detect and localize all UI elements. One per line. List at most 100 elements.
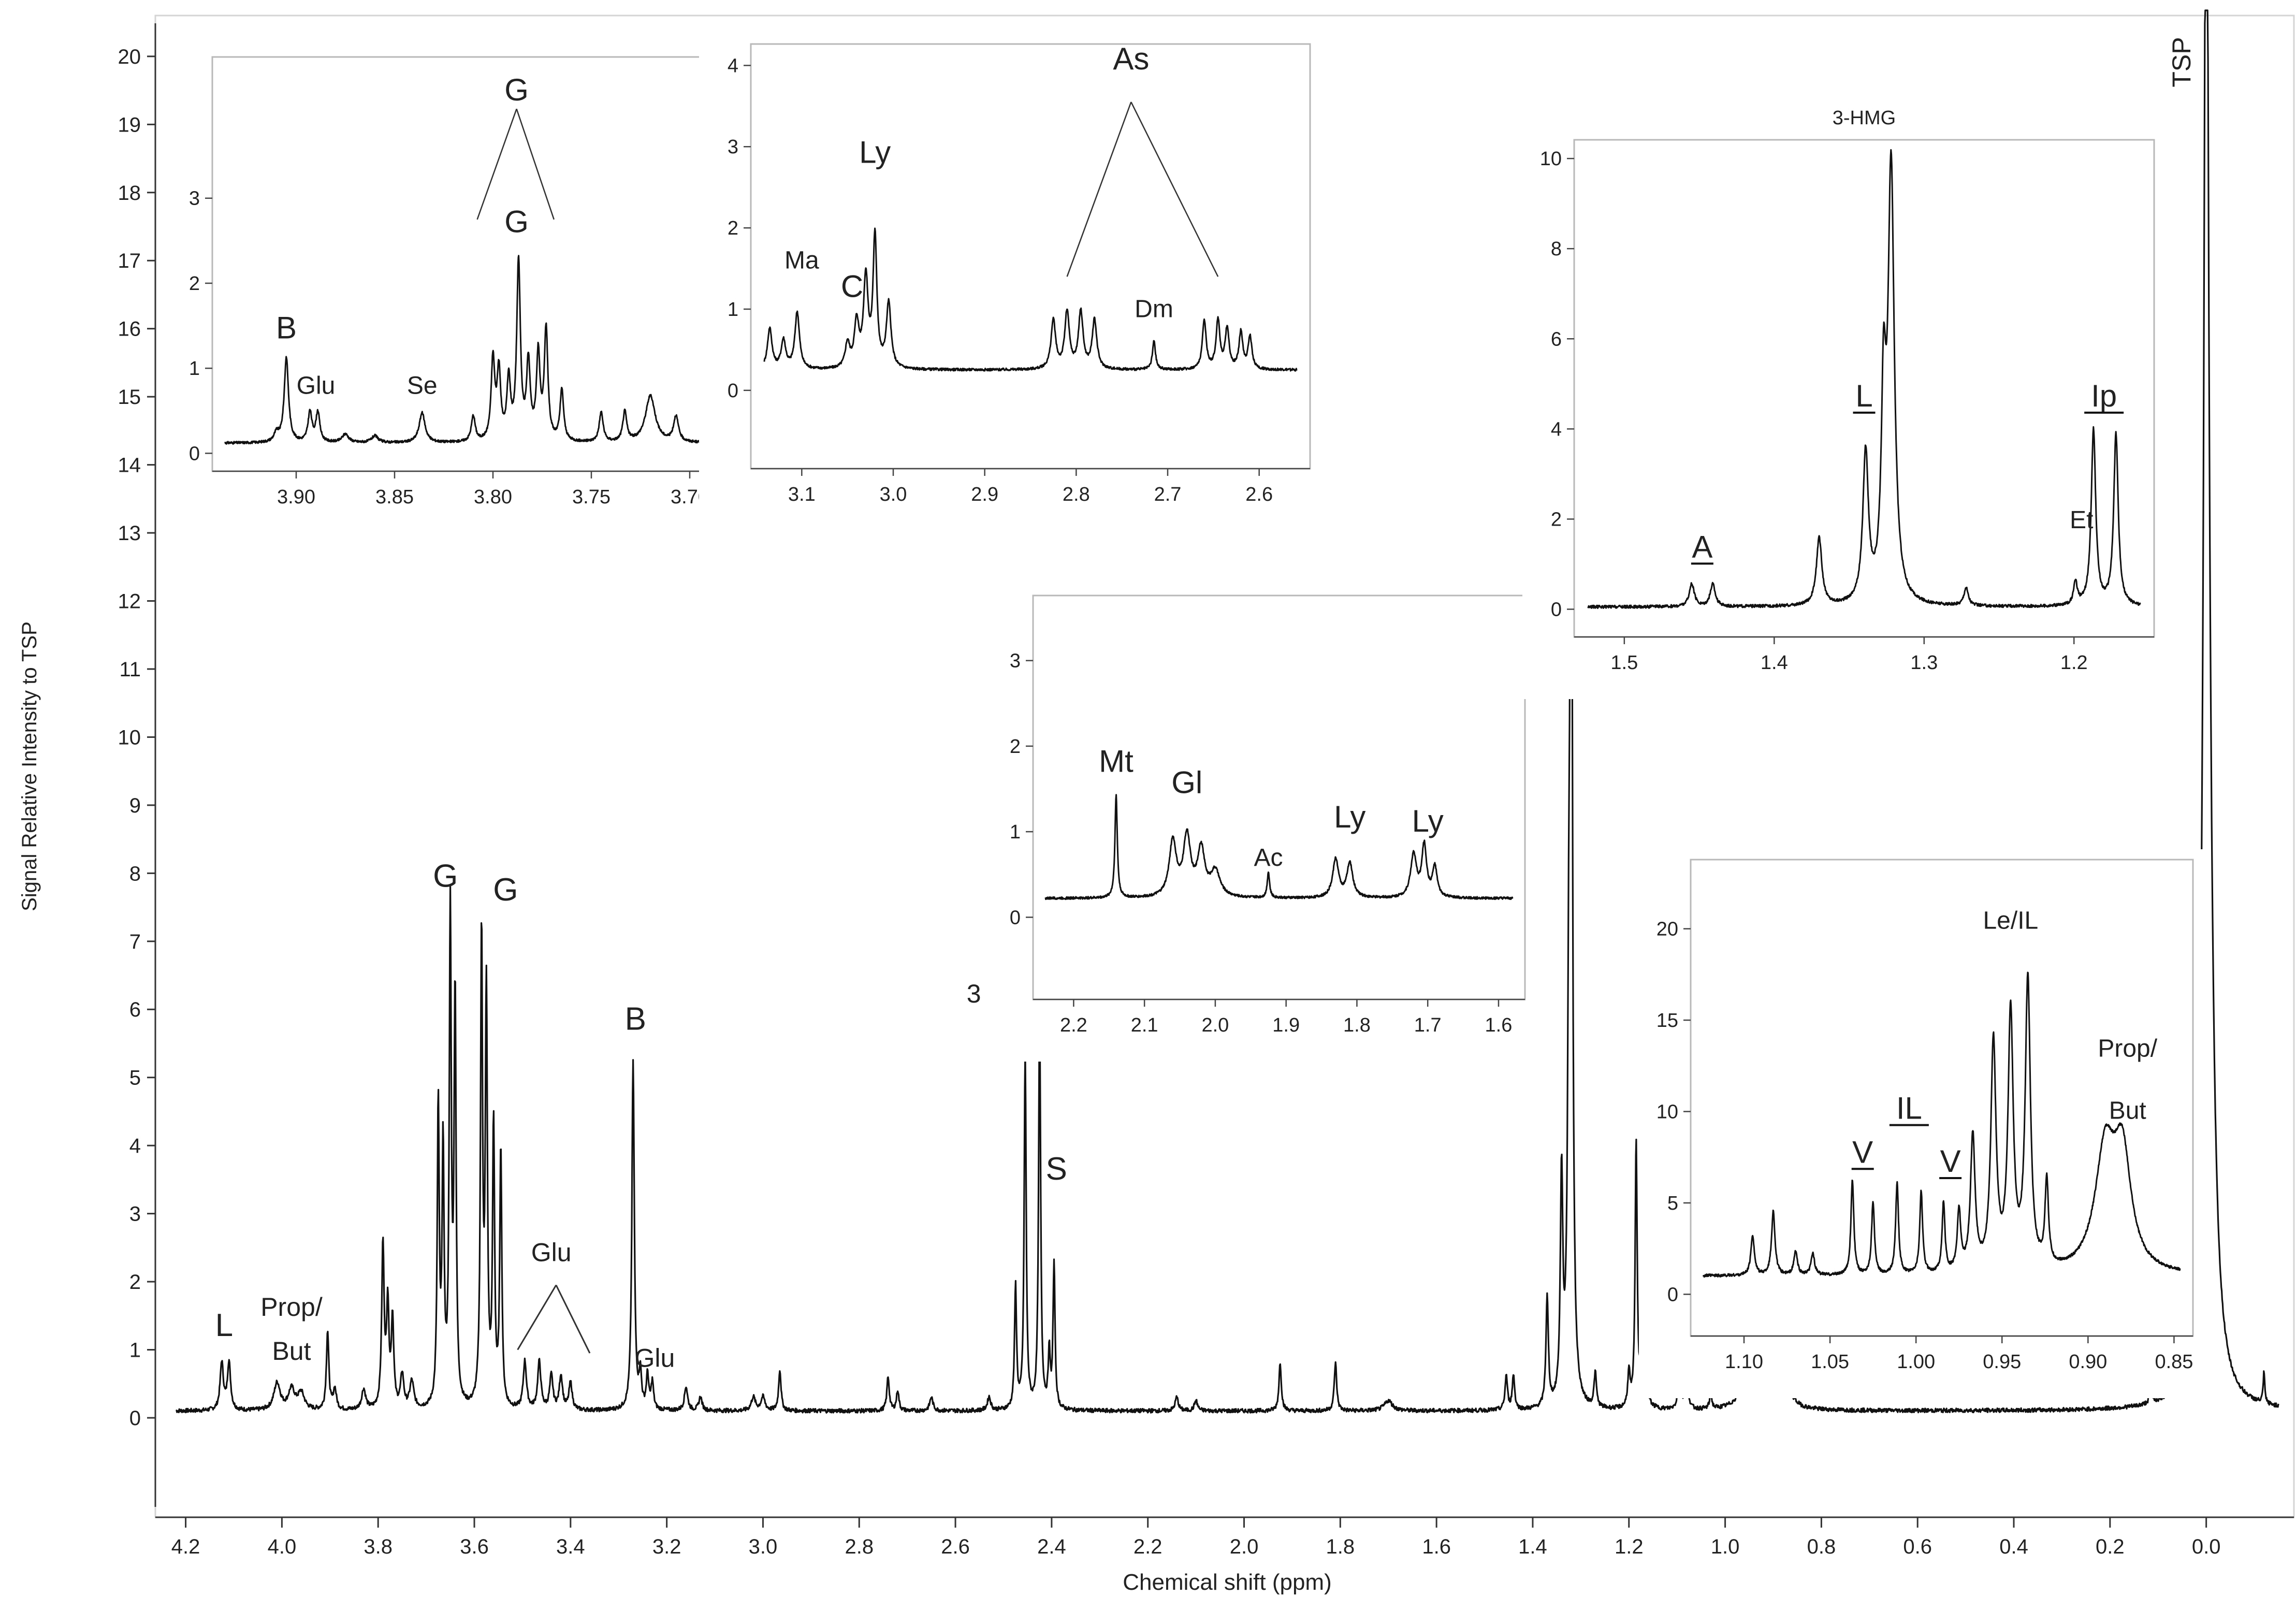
inset-frame: [750, 43, 1311, 470]
y-axis-title: Signal Relative Intensity to TSP: [18, 621, 41, 911]
y-tick-label-18: 18: [118, 182, 141, 205]
inset-peak-label-0: B: [276, 311, 297, 345]
peak-label-1: Prop/: [260, 1293, 323, 1322]
peak-label-4: G: [493, 872, 518, 908]
inset-peak-label-4: G: [504, 72, 529, 107]
inset-y-tick-label-3: 3: [189, 188, 200, 210]
inset-peak-label-0: Mt: [1099, 744, 1134, 778]
inset-y-tick-label-0: 0: [1010, 907, 1021, 928]
inset-y-tick-label-2: 2: [728, 217, 738, 239]
x-tick-label-9: 2.4: [1037, 1535, 1066, 1558]
inset-peak-label-4: Ly: [1412, 804, 1444, 838]
y-tick-label-3: 3: [129, 1203, 141, 1226]
inset-x-tick-label-4: 0.90: [2069, 1351, 2107, 1373]
inset-y-tick-label-3: 6: [1551, 328, 1562, 350]
inset-y-tick-label-5: 10: [1540, 148, 1562, 170]
inset-x-tick-label-1: 3.85: [375, 486, 414, 508]
inset-x-tick-label-5: 2.6: [1245, 484, 1273, 505]
inset-x-tick-label-2: 2.0: [1201, 1014, 1229, 1036]
x-tick-label-13: 1.6: [1422, 1535, 1451, 1558]
y-tick-label-6: 6: [129, 998, 141, 1021]
glu-pointer-right: [555, 1284, 591, 1354]
y-tick-label-12: 12: [118, 590, 141, 613]
y-tick-label-5: 5: [129, 1067, 141, 1090]
y-tick-label-13: 13: [118, 522, 141, 545]
inset-peak-label-1: L: [1855, 379, 1872, 413]
y-tick-label-16: 16: [118, 318, 141, 341]
x-axis-label: Chemical shift (ppm): [1123, 1570, 1331, 1595]
inset-3.1-2.6: 0 1 2 3 4 3.1 3.0 2.9 2.8 2.7 2.6 Ma C Ly Dm As: [699, 34, 1320, 531]
inset-y-tick-label-1: 2: [1551, 509, 1562, 530]
peak-label-5: Glu: [531, 1238, 572, 1267]
inset-y-tick-label-1: 5: [1667, 1193, 1678, 1214]
x-tick-label-7: 2.8: [845, 1535, 874, 1558]
x-tick-label-18: 0.6: [1903, 1535, 1932, 1558]
inset-peak-label-4: As: [1113, 41, 1149, 76]
inset-x-tick-label-2: 3.80: [474, 486, 512, 508]
inset-x-tick-label-6: 1.6: [1485, 1014, 1513, 1036]
x-tick-label-21: 0.0: [2192, 1535, 2221, 1558]
as-pointer-left: [1066, 101, 1132, 277]
inset-x-tick-label-3: 0.95: [1983, 1351, 2021, 1373]
x-tick-label-8: 2.6: [941, 1535, 970, 1558]
x-tick-label-3: 3.6: [460, 1535, 489, 1558]
inset-x-tick-label-3: 3.75: [572, 486, 611, 508]
inset-x-tick-label-0: 1.5: [1610, 652, 1638, 674]
inset-peak-label-2: Et: [2070, 506, 2093, 534]
y-tick-label-2: 2: [129, 1271, 141, 1294]
inset-2.2-1.6: 0 1 2 3 2.2 2.1 2.0 1.9 1.8 1.7 1.6 Mt Gl Ac Ly Ly: [981, 585, 1535, 1062]
inset-y-tick-label-1: 1: [1010, 821, 1021, 843]
inset-x-tick-label-0: 2.2: [1060, 1014, 1087, 1036]
y-tick-label-0: 0: [129, 1407, 141, 1430]
inset-y-tick-label-2: 2: [189, 273, 200, 295]
inset-1.5-1.2: 0 2 4 6 8 10 1.5 1.4 1.3 1.2 3-HMG A L Et Ip: [1522, 107, 2164, 699]
x-tick-label-12: 1.8: [1326, 1535, 1355, 1558]
glu-pointer-left: [517, 1284, 557, 1351]
inset-x-tick-label-2: 1.00: [1897, 1351, 1935, 1373]
g-pointer-left: [476, 108, 517, 220]
inset-spectrum-line: [1587, 149, 2141, 609]
inset-x-tick-label-1: 1.05: [1811, 1351, 1849, 1373]
y-tick-label-4: 4: [129, 1135, 141, 1157]
inset-x-tick-label-0: 3.1: [788, 484, 816, 505]
x-tick-label-15: 1.2: [1615, 1535, 1644, 1558]
inset-peak-label-0: Ma: [784, 247, 819, 274]
inset-x-tick-label-0: 3.90: [277, 486, 315, 508]
peak-label-6: B: [625, 1002, 646, 1037]
inset-y-tick-label-2: 10: [1656, 1101, 1678, 1123]
inset-peak-label-2: Se: [407, 372, 438, 399]
inset-frame: [1032, 594, 1526, 1000]
y-tick-label-9: 9: [129, 794, 141, 817]
inset-y-tick-label-2: 2: [1010, 736, 1021, 758]
inset-peak-label-3: Le/IL: [1983, 907, 2038, 935]
inset-title: 3-HMG: [1833, 107, 1896, 129]
inset-peak-label-0: A: [1692, 529, 1712, 564]
x-axis-title: Chemical shift (ppm): [1123, 1570, 1331, 1595]
inset-peak-label-3: Ly: [1334, 800, 1365, 834]
y-tick-label-11: 11: [119, 658, 141, 681]
x-tick-label-6: 3.0: [749, 1535, 778, 1558]
inset-y-tick-label-1: 1: [728, 299, 738, 321]
inset-x-tick-label-1: 2.1: [1131, 1014, 1158, 1036]
inset-y-tick-label-2: 4: [1551, 418, 1562, 440]
inset-y-tick-label-3: 3: [728, 136, 738, 158]
inset-spectrum-line: [224, 255, 703, 445]
y-tick-label-8: 8: [129, 862, 141, 885]
peak-label-7: Glu: [635, 1343, 675, 1372]
inset-spectrum-line: [1702, 971, 2181, 1278]
g-pointer-right: [516, 108, 555, 220]
y-tick-label-20: 20: [118, 46, 141, 68]
inset-peak-label-0: V: [1852, 1135, 1873, 1169]
y-tick-label-10: 10: [118, 726, 141, 749]
inset-peak-label-3: G: [504, 204, 529, 239]
inset-y-tick-label-4: 8: [1551, 238, 1562, 260]
x-tick-label-17: 0.8: [1807, 1535, 1836, 1558]
inset-peak-label-1: C: [841, 269, 863, 303]
inset-y-tick-label-0: 0: [1551, 599, 1562, 620]
inset-peak-label-5: But: [2109, 1097, 2146, 1125]
y-axis-label-group: Signal Relative Intensity to TSP: [18, 621, 41, 911]
peak-label-3: G: [433, 859, 458, 894]
inset-x-tick-label-5: 1.7: [1414, 1014, 1442, 1036]
inset-x-tick-label-2: 2.9: [971, 484, 998, 505]
